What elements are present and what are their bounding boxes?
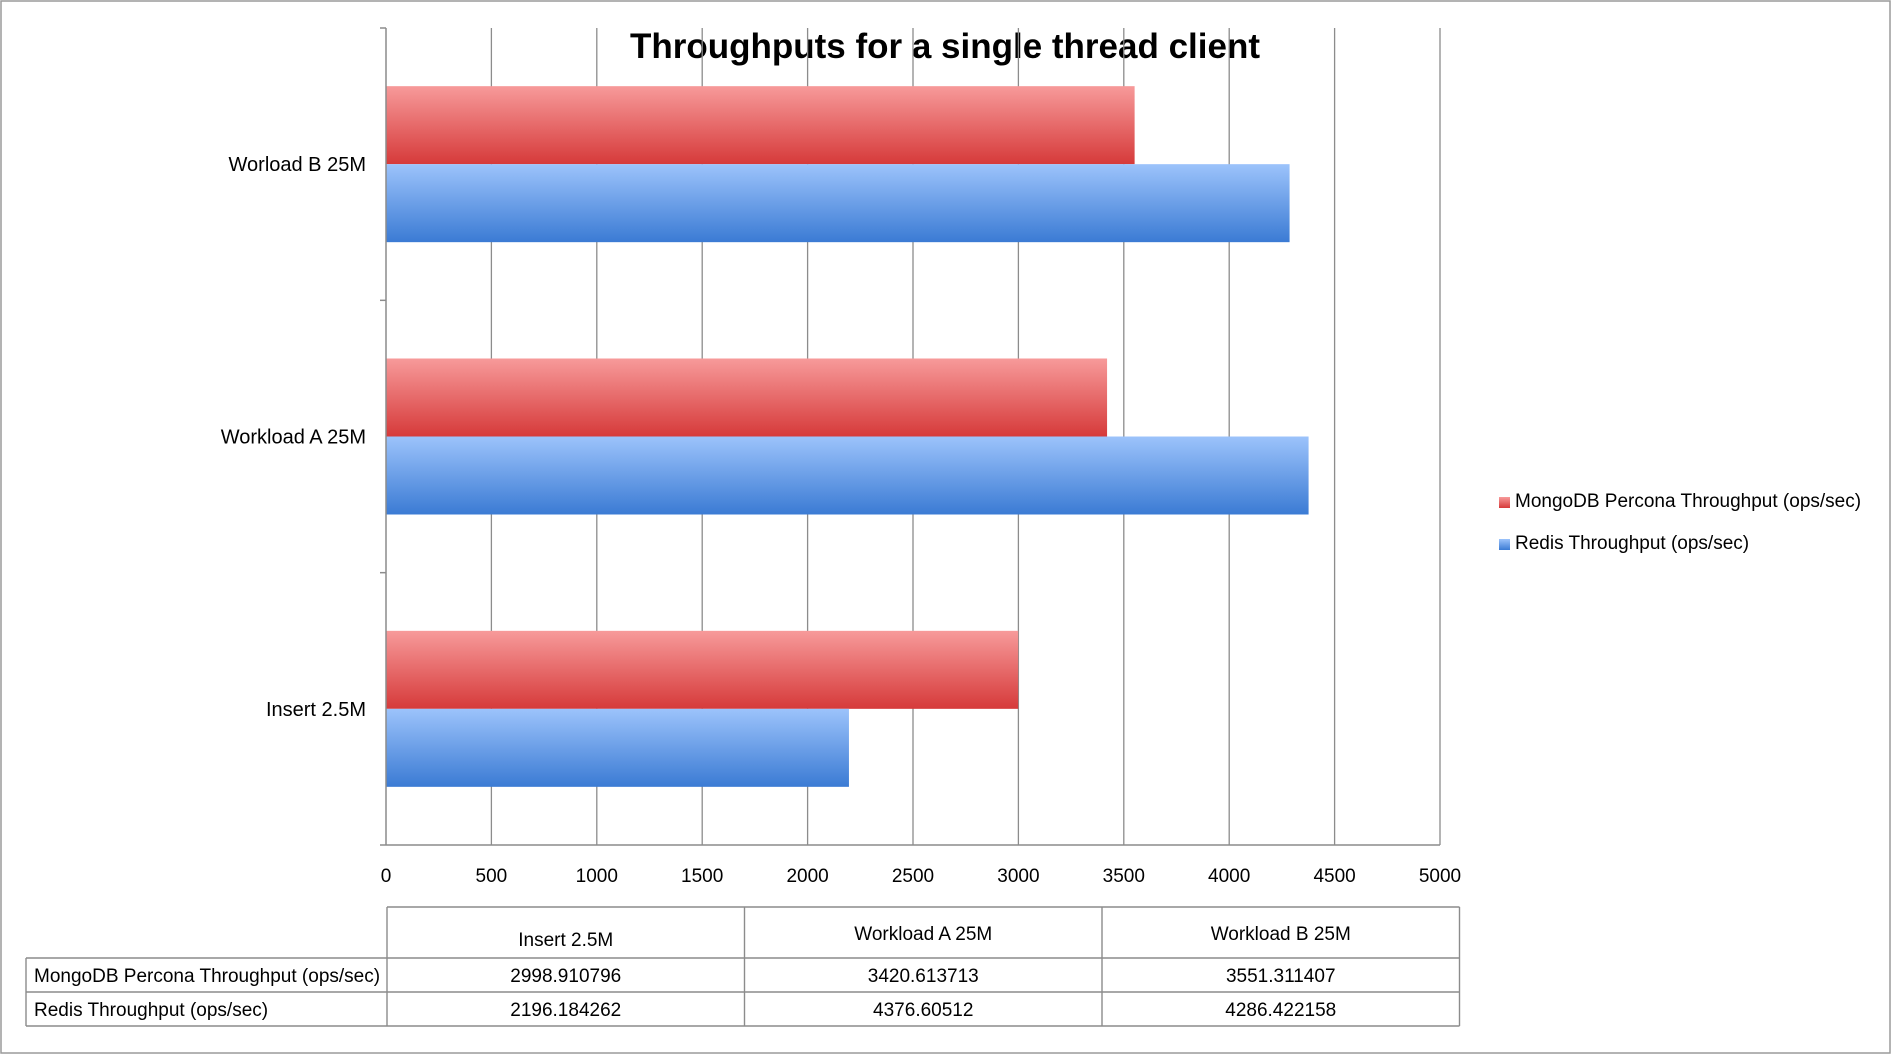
bar-mongodb	[386, 86, 1135, 165]
legend: MongoDB Percona Throughput (ops/sec) Redi…	[1499, 491, 1861, 554]
chart-title: Throughputs for a single thread client	[630, 27, 1260, 66]
bars-layer	[386, 86, 1309, 787]
x-tick-label: 1500	[681, 866, 723, 887]
legend-swatch	[1499, 497, 1510, 508]
table-header: Workload A 25M	[854, 924, 992, 945]
x-tick-label: 0	[381, 866, 392, 887]
table-cell: 4376.60512	[873, 1000, 973, 1021]
table-row-label: MongoDB Percona Throughput (ops/sec)	[34, 966, 380, 987]
y-category-label: Worload B 25M	[229, 154, 366, 176]
x-tick-label: 3000	[997, 866, 1039, 887]
bar-redis	[386, 164, 1290, 243]
axis-layer: 0 500 1000 1500 2000 2500 3000 3500 4000 4500 5000…	[221, 27, 1461, 887]
table-header: Insert 2.5M	[518, 930, 613, 951]
y-category-label: Insert 2.5M	[266, 699, 366, 721]
x-tick-label: 2000	[786, 866, 828, 887]
x-tick-label: 500	[476, 866, 508, 887]
x-tick-label: 3500	[1103, 866, 1145, 887]
table-cell: 2998.910796	[510, 966, 621, 987]
table-cell: 3420.613713	[868, 966, 979, 987]
table-header: Workload B 25M	[1211, 924, 1351, 945]
bar-mongodb	[386, 358, 1108, 437]
x-tick-label: 4500	[1313, 866, 1355, 887]
table-row-label: Redis Throughput (ops/sec)	[34, 1000, 268, 1021]
x-tick-label: 2500	[892, 866, 934, 887]
legend-label: MongoDB Percona Throughput (ops/sec)	[1515, 491, 1861, 512]
x-tick-label: 5000	[1419, 866, 1461, 887]
table-cell: 4286.422158	[1225, 1000, 1336, 1021]
y-category-label: Workload A 25M	[221, 427, 366, 449]
bar-redis	[386, 708, 849, 787]
bar-redis	[386, 436, 1309, 515]
table-cell: 2196.184262	[510, 1000, 621, 1021]
bar-mongodb	[386, 630, 1019, 709]
table-cell: 3551.311407	[1226, 966, 1336, 987]
x-tick-label: 4000	[1208, 866, 1250, 887]
legend-swatch	[1499, 539, 1510, 550]
legend-label: Redis Throughput (ops/sec)	[1515, 533, 1749, 554]
data-table: Insert 2.5M Workload A 25M Workload B 25M M…	[25, 906, 1461, 1027]
x-tick-label: 1000	[576, 866, 618, 887]
